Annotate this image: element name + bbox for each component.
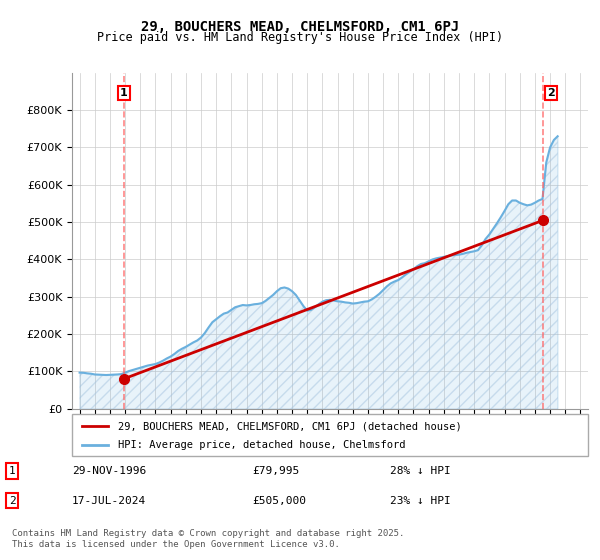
Text: 29, BOUCHERS MEAD, CHELMSFORD, CM1 6PJ: 29, BOUCHERS MEAD, CHELMSFORD, CM1 6PJ bbox=[141, 20, 459, 34]
Text: 1: 1 bbox=[8, 466, 16, 476]
Text: HPI: Average price, detached house, Chelmsford: HPI: Average price, detached house, Chel… bbox=[118, 440, 406, 450]
Text: 29, BOUCHERS MEAD, CHELMSFORD, CM1 6PJ (detached house): 29, BOUCHERS MEAD, CHELMSFORD, CM1 6PJ (… bbox=[118, 421, 462, 431]
Text: £79,995: £79,995 bbox=[252, 466, 299, 476]
Text: Contains HM Land Registry data © Crown copyright and database right 2025.
This d: Contains HM Land Registry data © Crown c… bbox=[12, 529, 404, 549]
Text: 17-JUL-2024: 17-JUL-2024 bbox=[72, 496, 146, 506]
Text: 29-NOV-1996: 29-NOV-1996 bbox=[72, 466, 146, 476]
Text: 2: 2 bbox=[8, 496, 16, 506]
Text: £505,000: £505,000 bbox=[252, 496, 306, 506]
FancyBboxPatch shape bbox=[72, 414, 588, 456]
Text: Price paid vs. HM Land Registry's House Price Index (HPI): Price paid vs. HM Land Registry's House … bbox=[97, 31, 503, 44]
Text: 28% ↓ HPI: 28% ↓ HPI bbox=[390, 466, 451, 476]
Text: 2: 2 bbox=[547, 88, 554, 98]
Text: 23% ↓ HPI: 23% ↓ HPI bbox=[390, 496, 451, 506]
Text: 1: 1 bbox=[120, 88, 127, 98]
